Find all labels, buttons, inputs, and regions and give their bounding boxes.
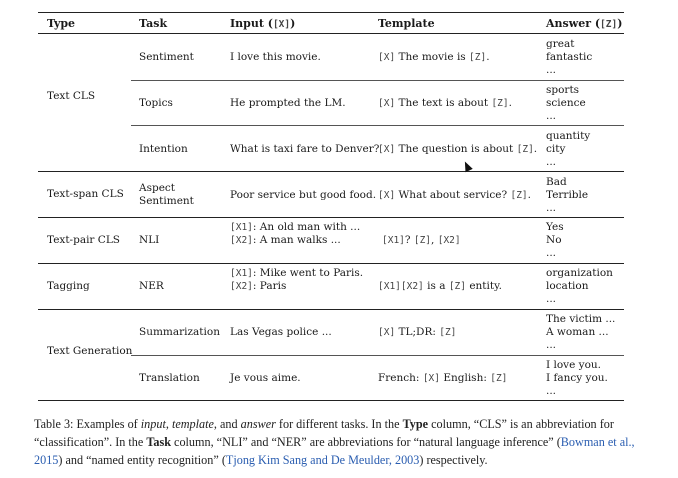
caption-text: ) respectively. [419,453,488,467]
header-bottom-rule [38,33,624,34]
group-rule [38,217,624,218]
caption-text: column, “NLI” and “NER” are abbreviation… [174,435,561,449]
header-template: Template [378,17,435,30]
answer-cell: ... [546,385,557,397]
caption-term-template: template [171,417,214,431]
template-cell: [X] What about service? [Z]. [378,189,531,201]
answer-cell: ... [546,110,557,122]
template-cell: [X] The movie is [Z]. [378,51,490,63]
answer-cell: ... [546,339,557,351]
input-cell: What is taxi fare to Denver? [230,143,380,155]
answer-cell: ... [546,64,557,76]
answer-cell: sports [546,84,580,96]
caption-term-type: Type [402,417,429,431]
header-answer: Answer ([Z]) [546,17,623,30]
citation-link[interactable]: Bowman et al., 2015 [34,435,635,467]
caption-text: Table 3: Examples of [34,417,138,431]
caption-term-input: input [140,417,166,431]
input-cell: I love this movie. [230,51,321,63]
task-cell: Intention [139,143,188,155]
header-task: Task [139,17,168,30]
answer-cell: location [546,280,589,292]
template-cell: [X] The text is about [Z]. [378,97,512,109]
answer-cell: fantastic [546,51,593,63]
task-cell: Translation [139,372,200,384]
input-cell: Las Vegas police ... [230,326,332,338]
answer-cell: ... [546,202,557,214]
type-cell: Text-span CLS [47,188,124,200]
input-cell: Poor service but good food. [230,189,377,201]
task-cell: Summarization [139,326,220,338]
answer-cell: A woman ... [546,326,609,338]
answer-cell: No [546,234,562,246]
type-cell: Text-pair CLS [47,234,120,246]
input-cell: [X1]: An old man with ... [230,221,361,233]
caption-text: for different tasks. In the [278,417,400,431]
input-cell: He prompted the LM. [230,97,346,109]
caption-text: , and [213,417,238,431]
answer-cell: quantity [546,130,591,142]
header-input: Input ([X]) [230,17,296,30]
template-cell: [X] The question is about [Z]. [378,143,538,155]
answer-cell: ... [546,247,557,259]
answer-cell: I fancy you. [546,372,608,384]
group-rule [38,171,624,172]
task-cell: NER [139,280,164,292]
row-rule [131,80,624,81]
header-type: Type [47,17,76,30]
answer-cell: organization [546,267,613,279]
task-cell: Topics [139,97,173,109]
input-cell: [X2]: A man walks ... [230,234,341,246]
answer-cell: great [546,38,575,50]
task-cell: NLI [139,234,160,246]
type-cell: Tagging [47,280,90,292]
answer-cell: city [546,143,566,155]
input-cell: [X2]: Paris [230,280,287,292]
type-cell: Text Generation [47,345,133,357]
caption-term-answer: answer [240,417,276,431]
task-cell: Sentiment [139,51,194,63]
input-cell: Je vous aime. [230,372,301,384]
answer-cell: ... [546,156,557,168]
template-cell: [X1][X2] is a [Z] entity. [378,280,502,292]
table-top-rule [38,12,624,14]
caption-text: column, “CLS” is an abbreviation for “cl… [34,417,614,449]
citation-link[interactable]: Tjong Kim Sang and De Meulder, 2003 [225,453,420,467]
answer-cell: Terrible [546,189,589,201]
caption-text: ) and “named entity recognition” ( [58,453,226,467]
type-cell: Text CLS [47,90,96,102]
table-caption: Table 3: Examples of input, template, an… [34,415,646,469]
template-cell: [X] TL;DR: [Z] [378,326,457,338]
template-cell: [X1]? [Z], [X2] [382,234,461,246]
table-bottom-rule [38,400,624,402]
caption-term-task: Task [146,435,171,449]
row-rule [131,125,624,126]
group-rule [38,309,624,310]
answer-cell: Bad [546,176,567,188]
caption-text: , [165,417,169,431]
answer-cell: I love you. [546,359,602,371]
task-cell: Aspect Sentiment [139,182,194,207]
group-rule [38,263,624,264]
answer-cell: ... [546,293,557,305]
template-cell: French: [X] English: [Z] [378,372,508,384]
answer-cell: Yes [546,221,564,233]
answer-cell: The victim ... [546,313,616,325]
input-cell: [X1]: Mike went to Paris. [230,267,364,279]
answer-cell: science [546,97,586,109]
row-rule [131,355,624,356]
